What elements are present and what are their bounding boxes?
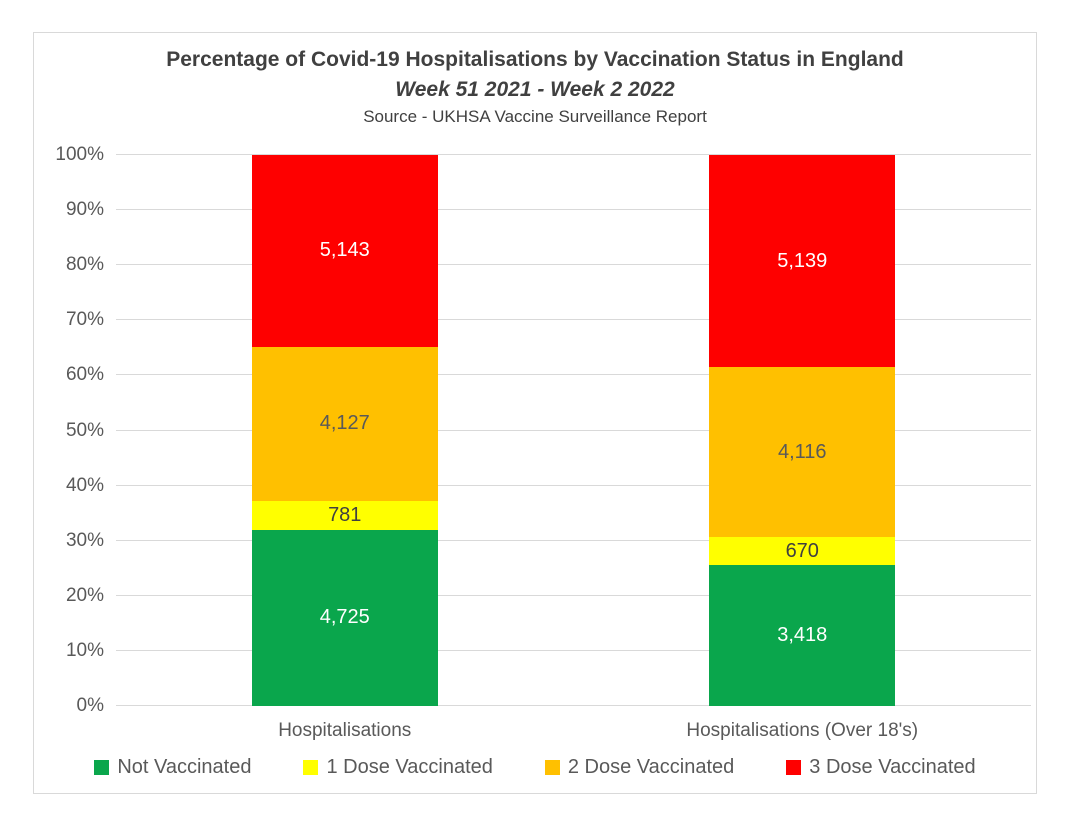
segment: 4,127 (251, 346, 438, 501)
legend-swatch-icon (303, 760, 319, 775)
y-tick-label: 30% (65, 529, 104, 551)
gridline-100 (116, 154, 1031, 155)
gridline-10 (116, 649, 1031, 651)
y-tick-label: 50% (65, 419, 104, 441)
legend-item: Not Vaccinated (94, 756, 251, 779)
chart-frame: Percentage of Covid-19 Hospitalisations … (33, 32, 1037, 794)
y-tick-label: 90% (65, 199, 104, 221)
y-tick-label: 60% (65, 364, 104, 386)
gridline-90 (116, 209, 1031, 211)
data-label: 5,143 (319, 239, 370, 262)
data-label: 4,116 (777, 440, 827, 463)
legend-swatch-icon (544, 760, 560, 775)
gridline-70 (116, 319, 1031, 321)
chart-title: Percentage of Covid-19 Hospitalisations … (166, 48, 904, 71)
chart-header: Percentage of Covid-19 Hospitalisations … (34, 45, 1036, 129)
legend-item: 3 Dose Vaccinated (786, 756, 976, 779)
segment: 4,116 (709, 367, 896, 538)
gridline-50 (116, 429, 1031, 431)
legend-label: Not Vaccinated (117, 756, 252, 778)
gridline-80 (116, 264, 1031, 266)
legend-swatch-icon (786, 760, 802, 775)
segment: 5,139 (709, 155, 896, 368)
legend: Not Vaccinated 1 Dose Vaccinated 2 Dose Va… (34, 756, 1036, 779)
y-tick-label: 10% (65, 639, 104, 661)
chart-subtitle: Week 51 2021 - Week 2 2022 (395, 78, 675, 101)
segment: 670 (709, 537, 896, 565)
y-tick-label: 80% (65, 254, 104, 276)
data-label: 5,139 (777, 249, 828, 272)
data-label: 3,418 (777, 623, 828, 646)
gridline-60 (116, 374, 1031, 376)
gridline-0 (116, 705, 1031, 706)
legend-item: 1 Dose Vaccinated (303, 756, 493, 779)
segment: 5,143 (251, 155, 438, 347)
data-label: 4,725 (319, 606, 370, 629)
y-tick-label: 100% (55, 144, 104, 165)
legend-label: 2 Dose Vaccinated (567, 756, 735, 778)
gridline-30 (116, 539, 1031, 541)
gridline-20 (116, 594, 1031, 596)
stacked-bar-2: 5,139 4,116 670 3,418 (709, 155, 896, 706)
x-category-label: Hospitalisations (278, 720, 412, 741)
plot-area: 0% 10% 20% 30% 40% 50% 60% 70% 80% 90% 100% 5,143 4,… (55, 144, 1031, 716)
segment: 4,725 (251, 529, 438, 706)
legend-item: 2 Dose Vaccinated (544, 756, 735, 779)
legend-swatch-icon (94, 760, 110, 775)
y-tick-label: 0% (76, 695, 104, 716)
chart-source: Source - UKHSA Vaccine Surveillance Repo… (363, 107, 707, 126)
data-label: 670 (785, 539, 819, 562)
y-tick-label: 20% (65, 584, 104, 606)
data-label: 781 (328, 503, 362, 526)
y-tick-label: 40% (65, 474, 104, 496)
y-tick-label: 70% (65, 309, 104, 331)
x-category-label: Hospitalisations (Over 18's) (686, 720, 919, 741)
data-label: 4,127 (319, 412, 370, 435)
legend-label: 1 Dose Vaccinated (326, 756, 493, 778)
segment: 3,418 (709, 564, 896, 706)
gridline-40 (116, 484, 1031, 486)
legend-label: 3 Dose Vaccinated (809, 756, 976, 778)
stacked-bar-1: 5,143 4,127 781 4,725 (251, 155, 438, 706)
segment: 781 (251, 500, 438, 530)
